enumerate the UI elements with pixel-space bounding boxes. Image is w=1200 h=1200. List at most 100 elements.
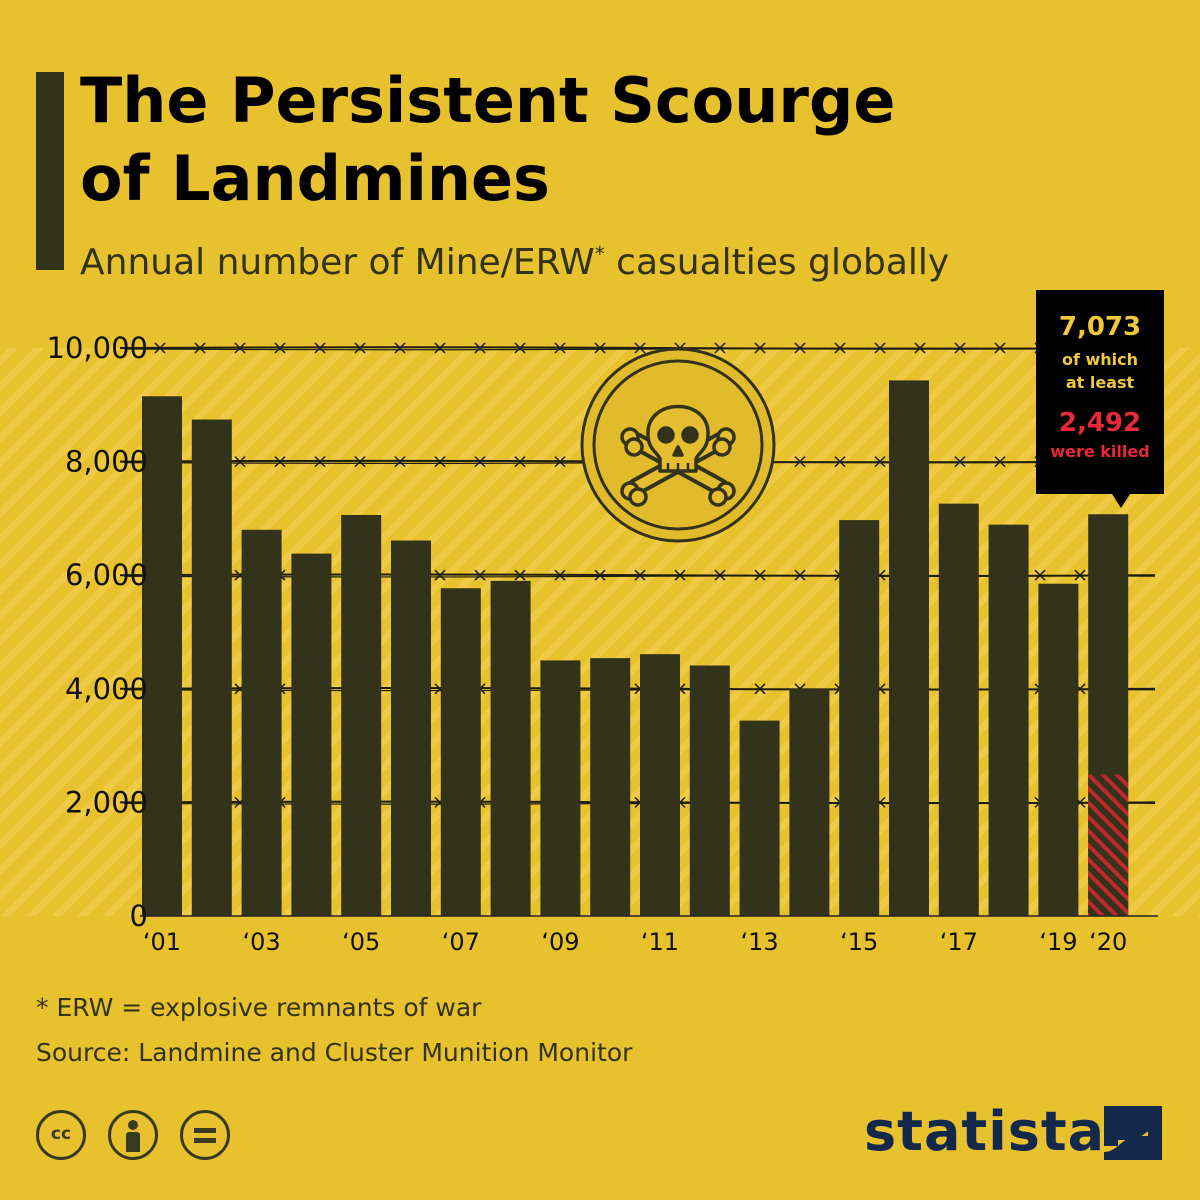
- wire-barb: [154, 342, 166, 354]
- wire-barb: [354, 456, 366, 468]
- bar-chart: 0 2,000 4,000 6,000 8,000 10,000 ‘01 ‘03 ‘05 ‘07 ‘…: [0, 331, 1200, 956]
- wire-barb: [474, 456, 486, 468]
- wire-barb: [434, 342, 446, 354]
- bar-2005: [341, 514, 382, 916]
- y-tick-label: 8,000: [65, 445, 148, 479]
- subtitle-main: Annual number of Mine/ERW: [80, 242, 595, 283]
- wire-barb: [394, 456, 406, 468]
- license-icons: cc: [36, 1110, 246, 1164]
- x-tick-label: ‘19: [1039, 928, 1077, 956]
- wire-barb: [794, 456, 806, 468]
- wire-barb: [954, 342, 966, 354]
- page-title: The Persistent Scourge of Landmines: [80, 62, 895, 218]
- wire-barb: [794, 342, 806, 354]
- bar-2014: [789, 688, 830, 916]
- creative-commons-icon[interactable]: cc: [36, 1110, 86, 1160]
- bar-2009: [540, 660, 581, 916]
- x-tick-label: ‘11: [641, 928, 679, 956]
- wire-barb: [474, 342, 486, 354]
- wire-barb: [754, 342, 766, 354]
- wire-barb: [554, 569, 566, 581]
- wire-barb: [194, 342, 206, 354]
- y-tick-label: 0: [130, 899, 148, 933]
- wire-barb: [634, 569, 646, 581]
- page-subtitle: Annual number of Mine/ERW* casualties gl…: [80, 232, 949, 285]
- title-accent-bar: [36, 72, 64, 270]
- person-body-shape: [126, 1132, 140, 1152]
- callout-text-1-line-1: of which: [1061, 350, 1139, 369]
- wire-barb: [1034, 569, 1046, 581]
- attribution-icon[interactable]: [108, 1110, 158, 1160]
- wire-barb: [514, 569, 526, 581]
- wire-barb: [714, 569, 726, 581]
- wire-barb: [514, 342, 526, 354]
- wire-barb: [634, 342, 646, 354]
- wire-barb: [994, 342, 1006, 354]
- wire-barb: [594, 569, 606, 581]
- bar-2019: [1038, 583, 1079, 916]
- wire-barb: [354, 342, 366, 354]
- x-tick-label: ‘13: [741, 928, 779, 956]
- bar-2016: [889, 380, 929, 917]
- bar-2017: [938, 503, 979, 916]
- footnote: * ERW = explosive remnants of war: [36, 993, 482, 1022]
- x-tick-label: ‘09: [541, 928, 579, 956]
- x-tick-label: ‘03: [243, 928, 281, 956]
- wire-barb: [794, 569, 806, 581]
- skull-crossbones-icon: [620, 404, 736, 507]
- callout-text-1-line-2: at least: [1065, 373, 1135, 392]
- person-head-shape: [128, 1120, 138, 1130]
- statista-logo[interactable]: statista: [864, 1098, 1164, 1168]
- wire-barb: [274, 342, 286, 354]
- wire-barb: [234, 456, 246, 468]
- subtitle-asterisk: *: [594, 242, 605, 266]
- wire-barb: [754, 683, 766, 695]
- y-tick-label: 6,000: [65, 558, 148, 592]
- bar-2011: [640, 654, 680, 916]
- x-tick-label: ‘20: [1089, 928, 1127, 956]
- statista-mark-icon: [1104, 1106, 1162, 1160]
- bar-2018: [988, 524, 1029, 916]
- wire-barb: [554, 456, 566, 468]
- y-tick-label: 4,000: [65, 672, 148, 706]
- wire-barb: [714, 342, 726, 354]
- bar-2010: [590, 658, 631, 916]
- callout-text-2: were killed: [1050, 442, 1150, 461]
- subtitle-end: casualties globally: [604, 242, 950, 283]
- wire-barb: [954, 456, 966, 468]
- x-tick-label: ‘01: [143, 928, 181, 956]
- bar-2008: [490, 580, 531, 916]
- wire-barb: [554, 342, 566, 354]
- brand-wordmark: statista: [864, 1100, 1106, 1163]
- title-line-1: The Persistent Scourge: [80, 64, 896, 137]
- bar-2007: [440, 588, 481, 916]
- wire-barb: [314, 456, 326, 468]
- wire-barb: [394, 342, 406, 354]
- bar-2003: [241, 529, 282, 916]
- callout-killed: 2,492: [1058, 408, 1142, 438]
- bar-2006: [391, 540, 431, 916]
- wire-barb: [434, 569, 446, 581]
- x-tick-label: ‘17: [940, 928, 978, 956]
- callout-2020: 7,073 of which at least 2,492 were kille…: [1036, 290, 1164, 508]
- callout-total: 7,073: [1058, 312, 1142, 342]
- wire-barb: [874, 456, 886, 468]
- skull-badge: [580, 347, 776, 543]
- bar-2001: [142, 396, 182, 916]
- bar-killed-2020: [1088, 774, 1129, 916]
- wire-barb: [754, 569, 766, 581]
- source-note: Source: Landmine and Cluster Munition Mo…: [36, 1038, 633, 1067]
- y-tick-label: 2,000: [65, 785, 148, 819]
- y-tick-label: 10,000: [47, 331, 148, 365]
- wire-barb: [914, 342, 926, 354]
- x-tick-label: ‘05: [342, 928, 380, 956]
- bar-2012: [689, 665, 730, 916]
- no-derivatives-icon[interactable]: [180, 1110, 230, 1160]
- x-tick-label: ‘07: [442, 928, 480, 956]
- x-tick-label: ‘15: [840, 928, 878, 956]
- cc-label: cc: [50, 1124, 72, 1144]
- wire-barb: [434, 456, 446, 468]
- wire-barb: [514, 456, 526, 468]
- wire-barb: [874, 342, 886, 354]
- wire-barb: [994, 456, 1006, 468]
